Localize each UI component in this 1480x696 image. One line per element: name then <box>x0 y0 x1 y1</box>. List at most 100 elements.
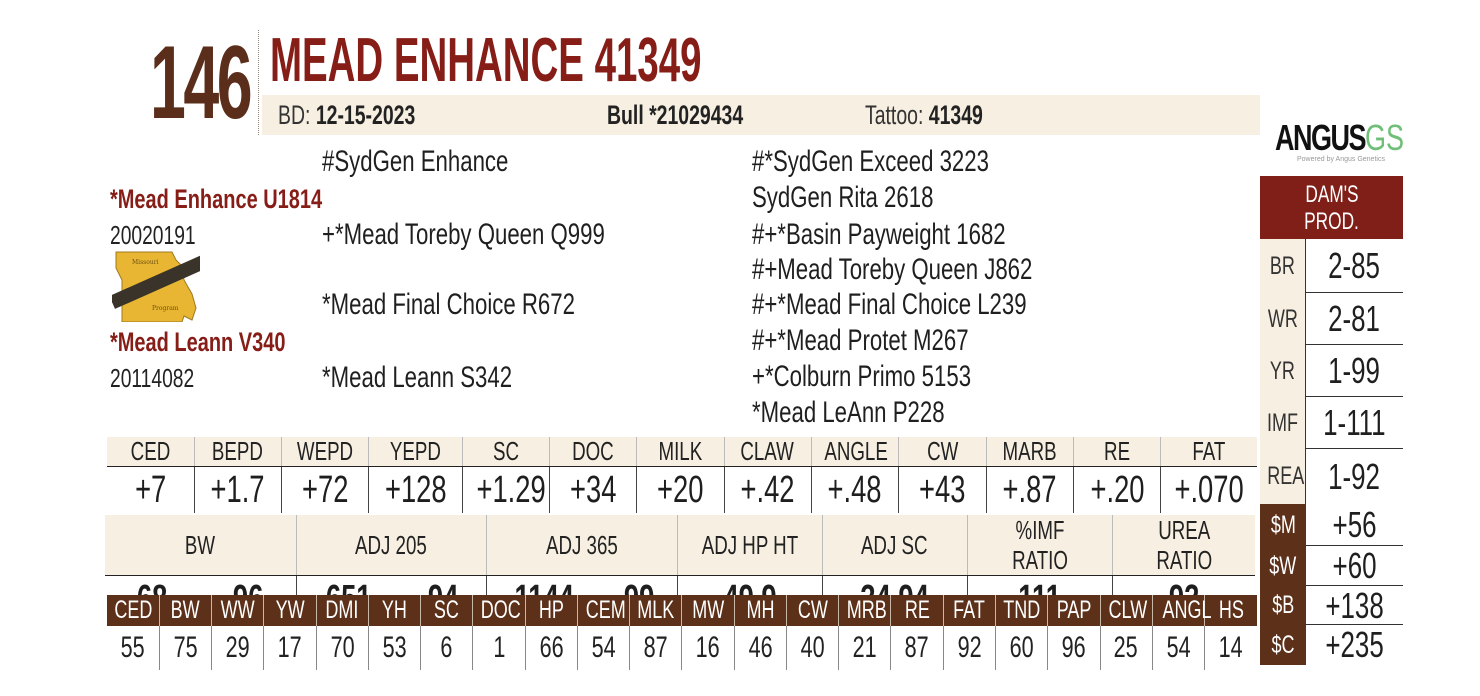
percentile-value: 40 <box>785 626 839 670</box>
pedigree-gen3-item: #+*Mead Protet M267 <box>752 324 969 357</box>
sex-registration: Bull *21029434 <box>607 100 744 130</box>
percentile-header: ANGL <box>1151 595 1211 626</box>
epd-value: +1.29 <box>462 466 550 513</box>
percentile-header: BW <box>158 595 212 626</box>
dam-record-wr: WR 2-81 <box>1260 293 1403 345</box>
epd-value: +1.7 <box>193 466 282 513</box>
percentile-value: 92 <box>942 626 996 670</box>
pedigree-dam-sire: *Mead Final Choice R672 <box>322 288 575 321</box>
dam-record-br: BR 2-85 <box>1260 239 1403 293</box>
epd-value: +34 <box>549 466 637 513</box>
percentile-header: SC <box>420 595 473 626</box>
pedigree-sire-dam: +*Mead Toreby Queen Q999 <box>322 218 605 251</box>
percentile-header: WW <box>211 595 264 626</box>
percentile-value: 70 <box>315 626 369 670</box>
weights-header: UREA RATIO <box>1111 515 1255 576</box>
pedigree-gen3-item: *Mead LeAnn P228 <box>752 396 945 429</box>
info-bar: BD: 12-15-2023 Bull *21029434 Tattoo: 41… <box>262 95 1260 135</box>
percentile-value: 60 <box>995 626 1048 670</box>
index-c: $C +235 <box>1260 625 1403 665</box>
epd-header: CED <box>107 437 195 467</box>
percentile-header: HS <box>1204 595 1257 626</box>
percentile-header: PAP <box>1047 595 1101 626</box>
pedigree-gen3-item: #+Mead Toreby Queen J862 <box>752 253 1033 286</box>
dam-record-value: 1-92 <box>1328 456 1381 497</box>
epd-header: WEPD <box>280 437 369 467</box>
percentile-value: 6 <box>420 626 473 670</box>
percentile-header: YW <box>263 595 317 626</box>
epd-value: +.070 <box>1160 466 1257 513</box>
index-value: +138 <box>1306 586 1403 625</box>
percentile-header: HP <box>524 595 578 626</box>
percentile-value: 21 <box>838 626 891 670</box>
epd-value: +128 <box>367 466 463 513</box>
percentile-value: 25 <box>1099 626 1153 670</box>
dam-record-value: 2-81 <box>1306 293 1403 345</box>
epd-header: YEPD <box>367 437 463 467</box>
percentile-header: MH <box>733 595 787 626</box>
weights-header: ADJ SC <box>821 515 967 576</box>
epd-header: MARB <box>985 437 1074 467</box>
weights-header: %IMF RATIO <box>966 515 1112 576</box>
epd-value-row: +7 +1.7 +72 +128 +1.29 +34 +20 +.42 +.48… <box>107 466 1257 513</box>
pedigree-gen3-item: +*Colburn Primo 5153 <box>752 360 972 393</box>
svg-text:Program: Program <box>152 305 179 312</box>
index-b: $B +138 <box>1260 586 1403 625</box>
epd-header: BEPD <box>193 437 282 467</box>
epd-header: CLAW <box>723 437 812 467</box>
percentile-value: 54 <box>1151 626 1205 670</box>
pedigree-gen3-item: SydGen Rita 2618 <box>752 181 934 214</box>
percentile-value: 87 <box>629 626 682 670</box>
percentile-header: DOC <box>472 595 526 626</box>
dam-record-label: YR <box>1260 345 1306 397</box>
pedigree-gen3-item: #+*Basin Payweight 1682 <box>752 218 1006 251</box>
percentile-header: FAT <box>942 595 996 626</box>
percentile-value: 66 <box>524 626 578 670</box>
index-label: $W <box>1260 546 1306 586</box>
percentile-value: 46 <box>733 626 787 670</box>
epd-value: +.87 <box>985 466 1074 513</box>
angus-gs-logo: ANGUSGS Powered by Angus Genetics <box>1275 117 1405 164</box>
dam-record-value: 1-111 <box>1306 397 1403 449</box>
missouri-state-logo-icon: Missouri Program <box>112 251 200 322</box>
percentile-header: CED <box>107 595 160 626</box>
epd-value: +20 <box>636 466 724 513</box>
dam-record-value: 1-99 <box>1306 345 1403 397</box>
epd-header-row: CED BEPD WEPD YEPD SC DOC MILK CLAW ANGL… <box>107 437 1257 467</box>
dam-record-imf: IMF 1-111 <box>1260 397 1403 449</box>
epd-value: +.48 <box>810 466 899 513</box>
pedigree-sire-reg: 20020191 <box>110 220 196 250</box>
percentile-header: MW <box>681 595 735 626</box>
epd-value: +72 <box>280 466 369 513</box>
index-value: +56 <box>1306 504 1403 546</box>
dam-record-rea: REA 1-92 <box>1260 449 1403 504</box>
percentile-value: 54 <box>576 626 630 670</box>
index-label: $C <box>1260 625 1306 665</box>
percentile-header: CEM <box>576 595 630 626</box>
weights-header: BW <box>105 515 296 576</box>
pedigree-gen3-item: #*SydGen Exceed 3223 <box>752 145 989 178</box>
epd-value: +.20 <box>1073 466 1161 513</box>
pedigree-sire-sire: #SydGen Enhance <box>322 145 509 178</box>
dam-record-label: IMF <box>1260 397 1306 449</box>
epd-header: RE <box>1073 437 1161 467</box>
epd-value: +43 <box>897 466 987 513</box>
percentile-value: 1 <box>472 626 526 670</box>
percentile-value: 87 <box>890 626 944 670</box>
percentile-header: CW <box>785 595 839 626</box>
dam-records-header: DAM'S PROD. RECORDS <box>1260 176 1403 262</box>
index-value: +60 <box>1306 546 1403 586</box>
index-m: $M +56 <box>1260 504 1403 546</box>
dam-record-yr: YR 1-99 <box>1260 345 1403 397</box>
epd-value: +7 <box>134 469 166 511</box>
header-divider <box>258 30 259 135</box>
animal-name: MEAD ENHANCE 41349 <box>270 26 702 95</box>
epd-header: MILK <box>636 437 724 467</box>
percentile-value: 16 <box>681 626 735 670</box>
percentile-header: YH <box>367 595 421 626</box>
pedigree-dam-dam: *Mead Leann S342 <box>322 361 513 394</box>
pedigree-sire: *Mead Enhance U1814 <box>110 184 323 214</box>
epd-header: SC <box>462 437 550 467</box>
epd-header: FAT <box>1160 437 1257 467</box>
pedigree-dam-reg: 20114082 <box>110 363 195 393</box>
